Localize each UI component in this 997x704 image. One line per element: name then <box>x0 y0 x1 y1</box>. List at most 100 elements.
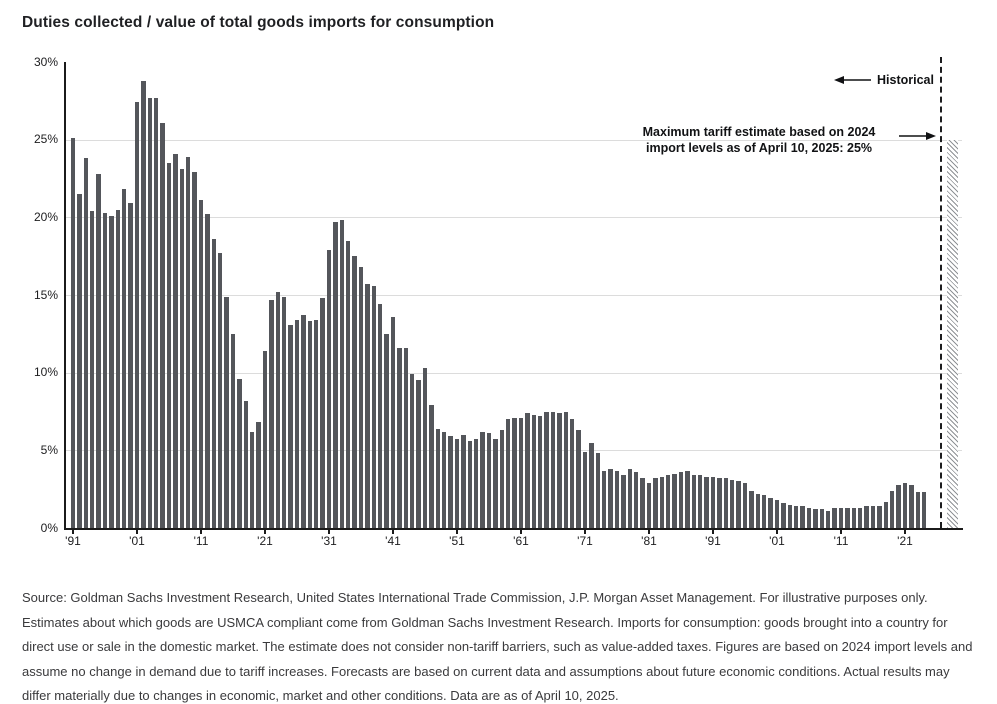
bar-year-1927 <box>301 315 306 528</box>
bar-year-1906 <box>166 162 172 528</box>
bar-year-1998 <box>755 493 761 528</box>
bar-year-1982 <box>653 478 658 528</box>
x-axis-tick <box>840 530 842 534</box>
bar-year-1908 <box>179 169 185 528</box>
bar-year-1951 <box>454 439 460 528</box>
historical-annotation: Historical <box>834 73 934 87</box>
bar-year-1965 <box>544 411 549 528</box>
bar-year-1962 <box>525 413 530 528</box>
bar-year-1923 <box>275 291 281 528</box>
x-axis-tick <box>584 530 586 534</box>
bar-year-1983 <box>659 476 665 528</box>
bar-year-1933 <box>339 220 345 528</box>
bar-year-1993 <box>723 478 729 528</box>
y-axis-line <box>64 62 66 530</box>
gridline-15 <box>65 295 962 296</box>
bar-year-1996 <box>742 482 748 528</box>
chart-title: Duties collected / value of total goods … <box>22 14 495 31</box>
bar-year-1954 <box>473 439 479 528</box>
bar-year-1922 <box>269 299 274 528</box>
bar-year-2002 <box>781 503 786 528</box>
gridline-20 <box>65 217 962 219</box>
bar-year-1945 <box>416 380 421 528</box>
bar-year-1896 <box>102 212 108 528</box>
x-axis-label: '91 <box>705 534 721 548</box>
left-arrow-icon <box>834 76 871 84</box>
bar-year-1912 <box>205 214 210 528</box>
bar-year-1924 <box>281 296 287 528</box>
bar-year-1958 <box>499 430 505 528</box>
bar-year-1891 <box>70 138 76 528</box>
bar-year-1975 <box>608 468 613 528</box>
bar-year-1995 <box>736 481 741 528</box>
x-axis-label: '61 <box>513 534 529 548</box>
historical-estimate-divider-line <box>940 57 942 528</box>
bar-year-1893 <box>83 158 89 528</box>
estimate-label-line1: Maximum tariff estimate based on 2024 <box>642 125 876 139</box>
x-axis-label: '71 <box>577 534 593 548</box>
bar-year-2017 <box>877 506 882 528</box>
bar-year-2010 <box>832 507 837 528</box>
bar-year-1973 <box>595 453 601 528</box>
bar-year-1964 <box>537 416 543 528</box>
bar-year-2020 <box>896 484 901 528</box>
x-axis-tick <box>648 530 650 534</box>
bar-year-1981 <box>646 482 652 528</box>
bar-year-2015 <box>864 506 869 528</box>
bar-year-1977 <box>621 475 626 528</box>
bar-year-1898 <box>115 209 121 528</box>
bar-year-1947 <box>429 405 434 528</box>
gridline-10 <box>65 372 962 374</box>
bar-year-1916 <box>230 333 236 528</box>
bar-year-1903 <box>147 97 153 528</box>
bar-year-1919 <box>249 431 255 528</box>
bar-year-1974 <box>601 470 607 528</box>
bar-year-1994 <box>729 479 735 528</box>
bar-year-1971 <box>582 451 588 528</box>
tariff-bar-chart: 0% 5% 10% 15% 20% 25% 30% '91 '01 '11 '21 '31 '41 '51… <box>33 54 963 548</box>
x-axis-tick <box>456 530 458 534</box>
bar-year-2000 <box>768 498 773 528</box>
bar-year-1901 <box>134 102 140 528</box>
historical-label: Historical <box>877 73 934 87</box>
x-axis-label: '31 <box>321 534 337 548</box>
bar-year-2024 <box>921 492 927 528</box>
x-axis-tick <box>136 530 138 534</box>
bar-year-1980 <box>640 478 645 528</box>
bar-year-2011 <box>838 507 844 528</box>
bar-year-1900 <box>128 203 133 528</box>
bar-year-1985 <box>672 473 677 528</box>
bar-year-1892 <box>77 194 82 528</box>
y-axis-label: 0% <box>40 520 58 535</box>
bar-year-2023 <box>915 492 921 528</box>
bar-year-1942 <box>397 347 402 528</box>
bar-year-2001 <box>774 500 780 528</box>
bar-year-1979 <box>633 472 639 528</box>
bar-year-1932 <box>333 221 338 528</box>
bar-year-1967 <box>557 413 562 528</box>
bar-year-1934 <box>345 240 351 528</box>
x-axis-label: '41 <box>385 534 401 548</box>
y-axis-label: 25% <box>33 132 58 147</box>
bar-year-1918 <box>243 400 249 528</box>
y-axis-label: 20% <box>33 209 58 224</box>
bar-year-1946 <box>422 368 428 528</box>
x-axis-label: '01 <box>769 534 785 548</box>
bar-year-1909 <box>185 156 191 528</box>
bar-year-1931 <box>326 249 332 528</box>
bar-year-1966 <box>550 411 556 528</box>
bar-year-1968 <box>563 411 569 528</box>
x-axis-tick <box>520 530 522 534</box>
estimate-hatched-bar <box>947 139 958 528</box>
bar-year-1935 <box>352 256 357 528</box>
bar-year-1925 <box>288 324 293 528</box>
bar-year-2003 <box>787 504 793 528</box>
bar-year-2008 <box>819 509 825 528</box>
bar-year-1987 <box>685 470 690 528</box>
y-axis-label: 30% <box>33 54 58 69</box>
bar-year-1944 <box>409 374 415 528</box>
bar-year-1963 <box>531 414 537 528</box>
x-axis-tick <box>904 530 906 534</box>
right-arrow-icon <box>899 132 936 140</box>
